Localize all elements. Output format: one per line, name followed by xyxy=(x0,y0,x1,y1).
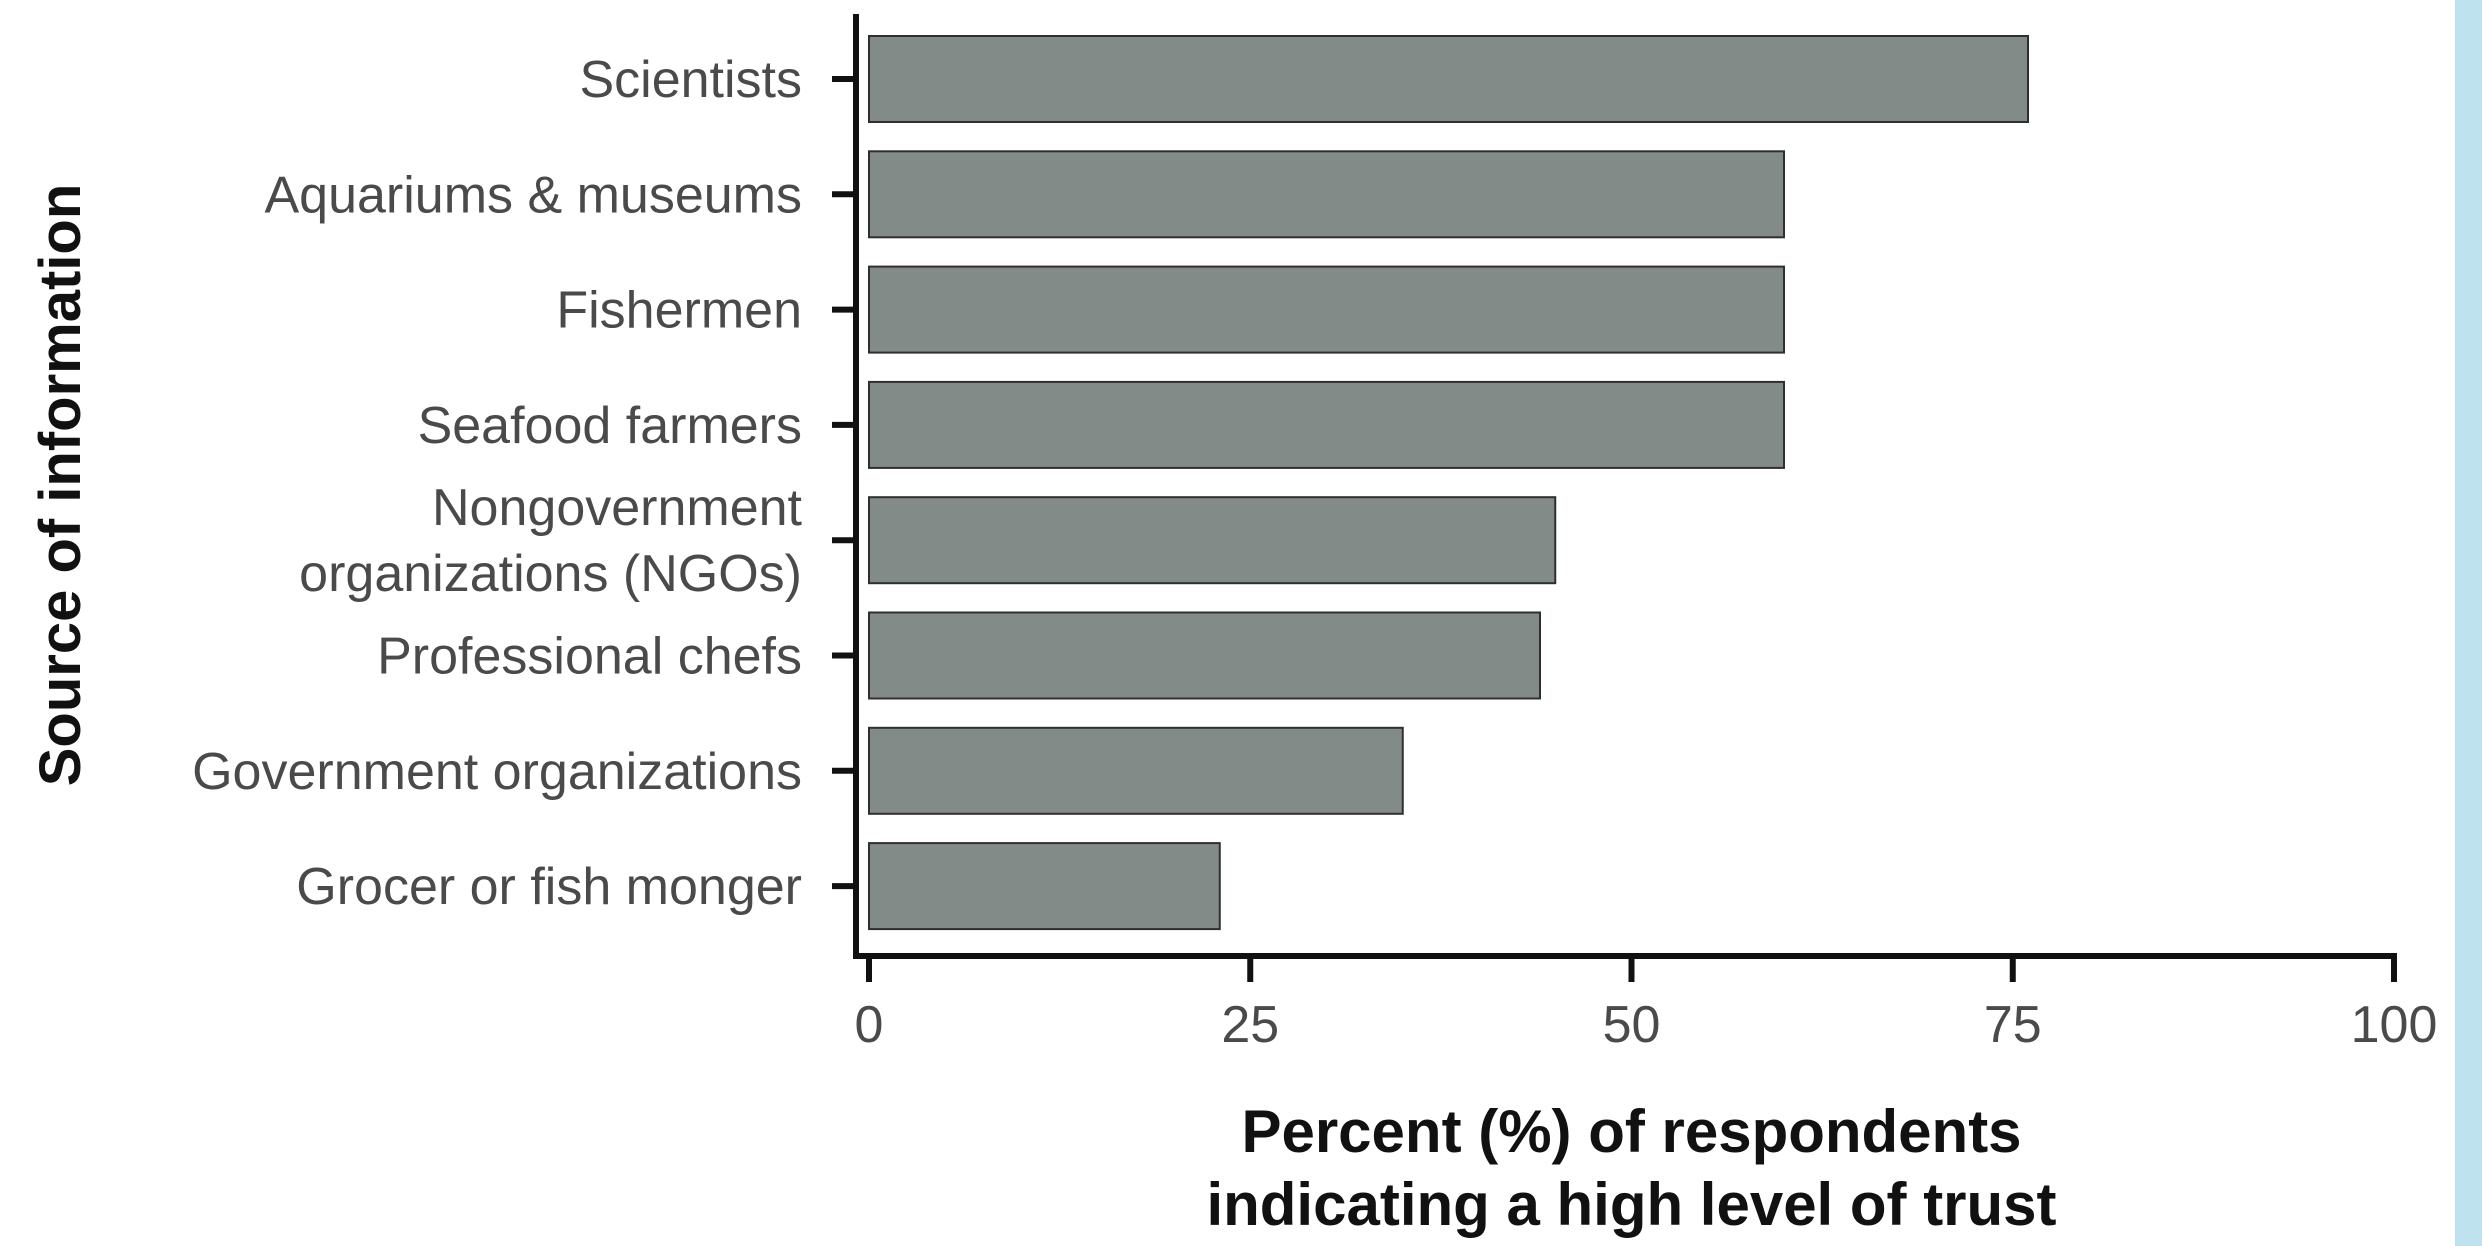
category-label-line: organizations (NGOs) xyxy=(299,545,802,603)
category-label-line: Nongovernment xyxy=(432,479,803,537)
y-axis-title: Source of information xyxy=(28,184,93,787)
category-label: Government organizations xyxy=(192,743,802,801)
side-strip xyxy=(2455,0,2482,1246)
x-axis-title-line: indicating a high level of trust xyxy=(1206,1171,2056,1238)
x-axis-title-line: Percent (%) of respondents xyxy=(1241,1098,2021,1165)
category-label: Seafood farmers xyxy=(418,397,802,455)
category-label-line: Professional chefs xyxy=(377,628,802,686)
category-label: Grocer or fish monger xyxy=(296,858,802,916)
bar xyxy=(868,726,1404,815)
category-label-line: Grocer or fish monger xyxy=(296,858,802,916)
x-tick-label: 0 xyxy=(855,996,884,1054)
x-axis-title: Percent (%) of respondents indicating a h… xyxy=(1206,1098,2056,1238)
x-tick-label: 100 xyxy=(2351,996,2438,1054)
x-axis-tick-labels: 0 25 50 75 100 xyxy=(855,996,2438,1054)
bar xyxy=(868,611,1541,700)
bar xyxy=(868,150,1785,239)
x-axis-ticks xyxy=(866,956,2397,982)
y-axis-tick-labels: Scientists Aquariums & museums Fishermen Se… xyxy=(192,51,802,916)
category-label-line: Fishermen xyxy=(556,282,802,340)
category-label: Nongovernment organizations (NGOs) xyxy=(299,479,802,603)
bar xyxy=(868,496,1557,585)
category-label-line: Scientists xyxy=(579,51,802,109)
bars-group xyxy=(868,35,2029,931)
category-label-line: Seafood farmers xyxy=(418,397,802,455)
category-label: Professional chefs xyxy=(377,628,802,686)
bar xyxy=(868,35,2029,123)
category-label: Scientists xyxy=(579,51,802,109)
y-axis-ticks xyxy=(832,76,856,890)
x-tick-label: 50 xyxy=(1603,996,1661,1054)
category-label-line: Government organizations xyxy=(192,743,802,801)
bar xyxy=(868,842,1221,931)
bar xyxy=(868,265,1785,354)
category-label-line: Aquariums & museums xyxy=(264,166,802,224)
category-label: Aquariums & museums xyxy=(264,166,802,224)
x-tick-label: 75 xyxy=(1984,996,2042,1054)
category-label: Fishermen xyxy=(556,282,802,340)
x-tick-label: 25 xyxy=(1221,996,1279,1054)
bar xyxy=(868,380,1785,469)
